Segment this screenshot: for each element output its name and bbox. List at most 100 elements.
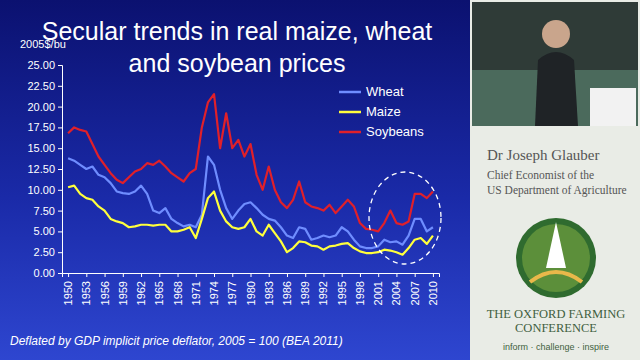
x-tick-mark: [141, 273, 142, 277]
logo-wheat: [530, 272, 582, 282]
x-tick-label: 1968: [172, 281, 184, 305]
x-tick: 1977: [226, 273, 238, 305]
x-tick-label: 1965: [153, 281, 165, 305]
x-axis: 1950195319561959196219651968197119741977…: [62, 273, 439, 305]
x-tick: 1980: [245, 273, 257, 305]
legend-swatch: [339, 91, 361, 94]
y-tick-mark: [58, 107, 62, 108]
series-line: [68, 94, 433, 231]
slide-background: [0, 0, 470, 360]
legend-label: Wheat: [366, 84, 404, 99]
x-tick: 1974: [208, 273, 220, 305]
x-tick-mark: [86, 273, 87, 277]
x-tick: 1965: [153, 273, 165, 305]
x-tick-mark: [232, 273, 233, 277]
x-tick-mark: [305, 273, 306, 277]
side-panel: [470, 0, 640, 360]
y-tick-mark: [58, 190, 62, 191]
y-tick-label: 25.00: [27, 59, 55, 71]
highlight-circle: [369, 172, 441, 264]
y-tick-label: 15.00: [27, 142, 55, 154]
y-tick: 22.50: [27, 80, 62, 92]
x-tick-mark: [269, 273, 270, 277]
logo-circle: [516, 218, 596, 298]
x-tick-label: 1956: [99, 281, 111, 305]
x-tick: 1998: [354, 273, 366, 305]
y-tick-mark: [58, 86, 62, 87]
y-tick-label: 0.00: [34, 267, 55, 279]
x-tick-label: 1971: [190, 281, 202, 305]
x-tick-mark: [323, 273, 324, 277]
x-tick: 2010: [427, 273, 439, 305]
x-tick-mark: [287, 273, 288, 277]
x-tick: 1992: [317, 273, 329, 305]
x-tick-mark: [415, 273, 416, 277]
x-tick: 1989: [299, 273, 311, 305]
plot-area: [68, 94, 433, 255]
x-tick-mark: [360, 273, 361, 277]
y-tick: 2.50: [34, 246, 62, 258]
y-tick-mark: [58, 252, 62, 253]
legend-label: Soybeans: [366, 124, 424, 139]
logo-spire: [546, 222, 566, 268]
y-tick: 17.50: [27, 121, 62, 133]
lectern: [590, 88, 636, 126]
x-tick-mark: [342, 273, 343, 277]
x-tick-mark: [196, 273, 197, 277]
x-tick-mark: [68, 273, 69, 277]
x-tick-label: 1953: [80, 281, 92, 305]
x-tick-mark: [214, 273, 215, 277]
x-tick-label: 1959: [117, 281, 129, 305]
y-axis-unit: 2005$/bu: [20, 38, 66, 50]
legend-swatch: [339, 131, 361, 134]
x-tick: 1995: [336, 273, 348, 305]
x-axis-line: [63, 274, 440, 278]
y-tick: 5.00: [34, 225, 62, 237]
x-tick: 2007: [409, 273, 421, 305]
x-tick: 1953: [80, 273, 92, 305]
y-tick-mark: [58, 231, 62, 232]
x-tick-mark: [378, 273, 379, 277]
x-tick-mark: [251, 273, 252, 277]
slide-frame: Secular trends in real maize, wheatand s…: [0, 0, 640, 360]
y-tick-label: 17.50: [27, 121, 55, 133]
video-frame: [472, 2, 638, 126]
speaker-title: US Department of Agriculture: [487, 184, 627, 197]
x-tick-label: 1977: [226, 281, 238, 305]
legend-label: Maize: [366, 104, 401, 119]
y-tick: 20.00: [27, 101, 62, 113]
x-tick: 1959: [117, 273, 129, 305]
x-tick-label: 2004: [390, 281, 402, 305]
y-tick-label: 5.00: [34, 225, 55, 237]
x-tick-mark: [396, 273, 397, 277]
speaker-title: Chief Economist of the: [487, 169, 594, 181]
x-tick-label: 1974: [208, 281, 220, 305]
y-tick-mark: [58, 211, 62, 212]
y-tick-mark: [58, 65, 62, 66]
logo-text: THE OXFORD FARMING: [487, 307, 626, 321]
x-tick-label: 1992: [317, 281, 329, 305]
x-tick: 1968: [172, 273, 184, 305]
series-line: [68, 157, 433, 249]
speaker-body: [535, 52, 578, 126]
x-tick-label: 1989: [299, 281, 311, 305]
x-tick-label: 2010: [427, 281, 439, 305]
x-tick-label: 1983: [263, 281, 275, 305]
y-axis-line: [58, 66, 63, 274]
y-tick: 15.00: [27, 142, 62, 154]
y-tick: 25.00: [27, 59, 62, 71]
y-tick-mark: [58, 127, 62, 128]
y-tick-label: 7.50: [34, 205, 55, 217]
y-tick-mark: [58, 169, 62, 170]
y-tick: 10.00: [27, 184, 62, 196]
x-tick: 1956: [99, 273, 111, 305]
x-tick-label: 2007: [409, 281, 421, 305]
x-tick-label: 2001: [372, 281, 384, 305]
logo-tagline: inform · challenge · inspire: [503, 342, 609, 352]
x-tick: 1971: [190, 273, 202, 305]
series-line: [68, 186, 433, 255]
x-tick: 2004: [390, 273, 402, 305]
x-tick-label: 1980: [245, 281, 257, 305]
footnote: Deflated by GDP implicit price deflator,…: [10, 334, 343, 348]
y-tick-label: 20.00: [27, 101, 55, 113]
